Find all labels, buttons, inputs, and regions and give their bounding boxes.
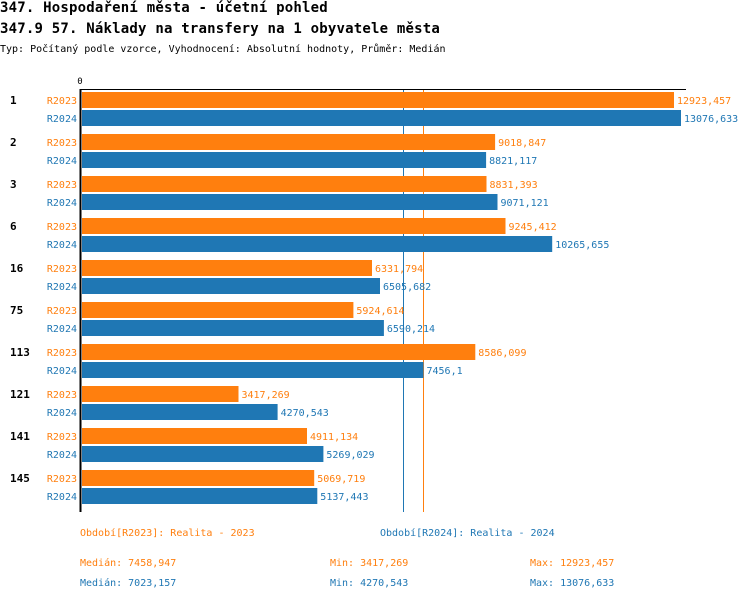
bar-r2023-6 bbox=[82, 218, 506, 234]
bar-r2023-75 bbox=[82, 302, 354, 318]
legend-r2024-median: Medián: 7023,157 bbox=[80, 578, 177, 589]
value-label: 6331,794 bbox=[375, 264, 423, 275]
series-label-r2024: R2024 bbox=[47, 240, 77, 251]
legend-r2023-max: Max: 12923,457 bbox=[530, 558, 615, 569]
category-label: 145 bbox=[10, 472, 30, 485]
chart-title: 347. Hospodaření města - účetní pohled bbox=[0, 0, 328, 16]
chart-subtitle: 347.9 57. Náklady na transfery na 1 obyv… bbox=[0, 21, 441, 37]
value-label: 8831,393 bbox=[490, 180, 538, 191]
series-label-r2023: R2023 bbox=[47, 96, 77, 107]
legend-r2023-median: Medián: 7458,947 bbox=[80, 558, 177, 569]
series-label-r2023: R2023 bbox=[47, 474, 77, 485]
value-label: 5924,614 bbox=[356, 306, 404, 317]
bar-r2023-16 bbox=[82, 260, 372, 276]
value-label: 3417,269 bbox=[242, 390, 290, 401]
series-label-r2023: R2023 bbox=[47, 390, 77, 401]
series-label-r2023: R2023 bbox=[47, 222, 77, 233]
series-label-r2023: R2023 bbox=[47, 432, 77, 443]
category-label: 3 bbox=[10, 178, 17, 191]
series-label-r2023: R2023 bbox=[47, 264, 77, 275]
bar-r2023-2 bbox=[82, 134, 496, 150]
series-label-r2024: R2024 bbox=[47, 156, 77, 167]
bar-r2023-141 bbox=[82, 428, 307, 444]
value-label: 7456,1 bbox=[427, 366, 463, 377]
series-label-r2023: R2023 bbox=[47, 138, 77, 149]
legend-r2024-max: Max: 13076,633 bbox=[530, 578, 615, 589]
value-label: 5137,443 bbox=[320, 492, 368, 503]
series-label-r2023: R2023 bbox=[47, 306, 77, 317]
series-label-r2024: R2024 bbox=[47, 282, 77, 293]
bar-r2024-75 bbox=[82, 320, 384, 336]
legend-r2024-min: Min: 4270,543 bbox=[330, 578, 409, 589]
value-label: 8821,117 bbox=[489, 156, 537, 167]
category-label: 1 bbox=[10, 94, 17, 107]
bar-r2024-2 bbox=[82, 152, 487, 168]
value-label: 12923,457 bbox=[677, 96, 731, 107]
value-label: 9071,121 bbox=[501, 198, 549, 209]
series-label-r2023: R2023 bbox=[47, 180, 77, 191]
value-label: 5069,719 bbox=[317, 474, 365, 485]
bar-r2024-121 bbox=[82, 404, 278, 420]
series-label-r2023: R2023 bbox=[47, 348, 77, 359]
chart-description: Typ: Počítaný podle vzorce, Vyhodnocení:… bbox=[0, 44, 446, 55]
series-label-r2024: R2024 bbox=[47, 114, 77, 125]
bar-r2023-145 bbox=[82, 470, 315, 486]
series-label-r2024: R2024 bbox=[47, 324, 77, 335]
category-label: 2 bbox=[10, 136, 17, 149]
value-label: 5269,029 bbox=[326, 450, 374, 461]
category-label: 121 bbox=[10, 388, 30, 401]
value-label: 10265,655 bbox=[555, 240, 609, 251]
category-label: 16 bbox=[10, 262, 24, 275]
bar-r2024-6 bbox=[82, 236, 553, 252]
bar-r2023-1 bbox=[82, 92, 674, 108]
bar-r2024-113 bbox=[82, 362, 424, 378]
series-label-r2024: R2024 bbox=[47, 408, 77, 419]
bar-r2023-113 bbox=[82, 344, 476, 360]
value-label: 9245,412 bbox=[509, 222, 557, 233]
series-label-r2024: R2024 bbox=[47, 198, 77, 209]
bars bbox=[82, 92, 681, 504]
value-label: 6590,214 bbox=[387, 324, 435, 335]
labels: 1 R2023 12923,457 R2024 13076,633 2 R2023 9018,… bbox=[10, 94, 738, 503]
category-label: 6 bbox=[10, 220, 17, 233]
bar-r2024-1 bbox=[82, 110, 681, 126]
value-label: 8586,099 bbox=[478, 348, 526, 359]
series-label-r2024: R2024 bbox=[47, 366, 77, 377]
bar-r2024-145 bbox=[82, 488, 318, 504]
category-label: 141 bbox=[10, 430, 30, 443]
bar-chart: 1 R2023 12923,457 R2024 13076,633 2 R2023 9018,… bbox=[10, 77, 738, 512]
bar-r2024-141 bbox=[82, 446, 324, 462]
legend-r2024-period: Období[R2024]: Realita - 2024 bbox=[380, 528, 555, 539]
value-label: 4911,134 bbox=[310, 432, 358, 443]
bar-r2023-121 bbox=[82, 386, 239, 402]
legend-r2023-period: Období[R2023]: Realita - 2023 bbox=[80, 528, 255, 539]
legend-r2023-min: Min: 3417,269 bbox=[330, 558, 409, 569]
value-label: 4270,543 bbox=[281, 408, 329, 419]
category-label: 75 bbox=[10, 304, 23, 317]
value-label: 13076,633 bbox=[684, 114, 738, 125]
x-tick-label: 0 bbox=[77, 77, 82, 87]
bar-r2024-3 bbox=[82, 194, 498, 210]
series-label-r2024: R2024 bbox=[47, 450, 77, 461]
bar-r2024-16 bbox=[82, 278, 380, 294]
category-label: 113 bbox=[10, 346, 30, 359]
series-label-r2024: R2024 bbox=[47, 492, 77, 503]
bar-r2023-3 bbox=[82, 176, 487, 192]
value-label: 9018,847 bbox=[498, 138, 546, 149]
value-label: 6505,682 bbox=[383, 282, 431, 293]
